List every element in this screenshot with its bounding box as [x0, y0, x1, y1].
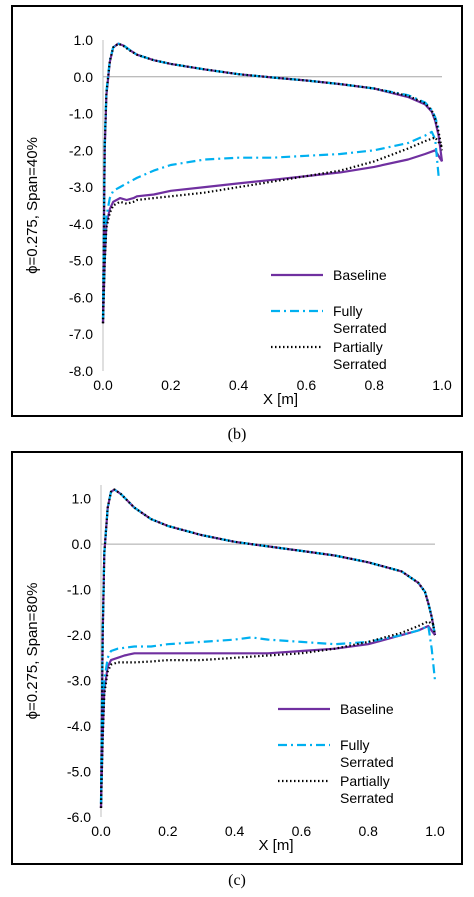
- y-tick-label: -3.0: [69, 179, 93, 195]
- x-tick-label: 0.0: [93, 377, 113, 393]
- y-axis-label: ϕ=0.275, Span=80%: [24, 583, 41, 720]
- y-tick-label: 1.0: [74, 32, 94, 48]
- chart-c-svg: 1.00.0-1.0-2.0-3.0-4.0-5.0-6.00.0 0.2 0.4 0…: [24, 485, 445, 854]
- x-tick-label: 0.0: [91, 823, 111, 839]
- caption-b: (b): [227, 426, 247, 443]
- y-tick-label: -1.0: [69, 106, 93, 122]
- x-tick-label: 1.0: [432, 377, 452, 393]
- series-line-2-lower: [99, 620, 436, 808]
- chart-b-svg: 1.00.0-1.0-2.0-3.0-4.0-5.0-6.0-7.0-8.00.…: [24, 32, 452, 408]
- x-tick-label: 0.4: [225, 823, 245, 839]
- x-tick-label: 0.2: [161, 377, 181, 393]
- y-tick-label: 1.0: [72, 491, 92, 507]
- y-tick-label: 0.0: [72, 536, 92, 552]
- y-tick-label: -5.0: [69, 253, 93, 269]
- chart-panel-c: 1.0 0.0 -1.0 -2.0 -3.0 -4.0 -5.0 -6.0 0.0 0.2 0.4 0…: [11, 451, 463, 865]
- y-tick-label: -2.0: [67, 627, 91, 643]
- y-tick-label: -6.0: [69, 289, 93, 305]
- legend-entry-1: Fully Serrated: [340, 737, 394, 770]
- series-line-0-upper: [101, 42, 444, 324]
- y-tick-label: -8.0: [69, 363, 93, 379]
- series-line-1-upper: [101, 42, 440, 320]
- x-tick-label: 0.8: [364, 377, 384, 393]
- legend-entry-2: Partially Serrated: [340, 773, 394, 806]
- y-tick-label: -6.0: [67, 809, 91, 825]
- series-line-0-lower: [101, 149, 443, 324]
- legend-entry-2: Partially Serrated: [333, 339, 387, 372]
- caption-c: (c): [228, 872, 246, 889]
- x-tick-label: 1.0: [425, 823, 445, 839]
- series-line-2-upper: [101, 42, 444, 324]
- series-line-2-lower: [101, 136, 443, 324]
- series-line-1-lower: [99, 624, 437, 804]
- y-tick-label: -1.0: [67, 582, 91, 598]
- series-line-1-lower: [101, 130, 440, 320]
- y-tick-label: -3.0: [67, 673, 91, 689]
- y-tick-label: -7.0: [69, 326, 93, 342]
- x-tick-label: 0.8: [358, 823, 378, 839]
- y-tick-label: -5.0: [67, 764, 91, 780]
- y-tick-label: 0.0: [74, 69, 94, 85]
- legend-entry-0: Baseline: [340, 701, 394, 717]
- series-line-1-upper: [99, 488, 437, 804]
- x-axis-label: X [m]: [263, 391, 298, 408]
- legend-entry-1: Fully Serrated: [333, 303, 387, 336]
- y-tick-label: -4.0: [69, 216, 93, 232]
- y-axis-label: ϕ=0.275, Span=40%: [24, 137, 41, 274]
- x-tick-label: 0.6: [292, 823, 312, 839]
- series-line-2-upper: [99, 488, 437, 808]
- x-tick-label: 0.6: [297, 377, 317, 393]
- x-axis-label: X [m]: [258, 837, 293, 854]
- x-tick-label: 0.4: [229, 377, 249, 393]
- legend-entry-0: Baseline: [333, 267, 387, 283]
- x-tick-label: 0.2: [158, 823, 178, 839]
- y-tick-label: -4.0: [67, 718, 91, 734]
- chart-panel-b: 1.0 0.0 -1.0 -2.0 -3.0 -4.0 -5.0 -6.0 -7.0 -8.0 0.…: [11, 5, 463, 417]
- y-tick-label: -2.0: [69, 142, 93, 158]
